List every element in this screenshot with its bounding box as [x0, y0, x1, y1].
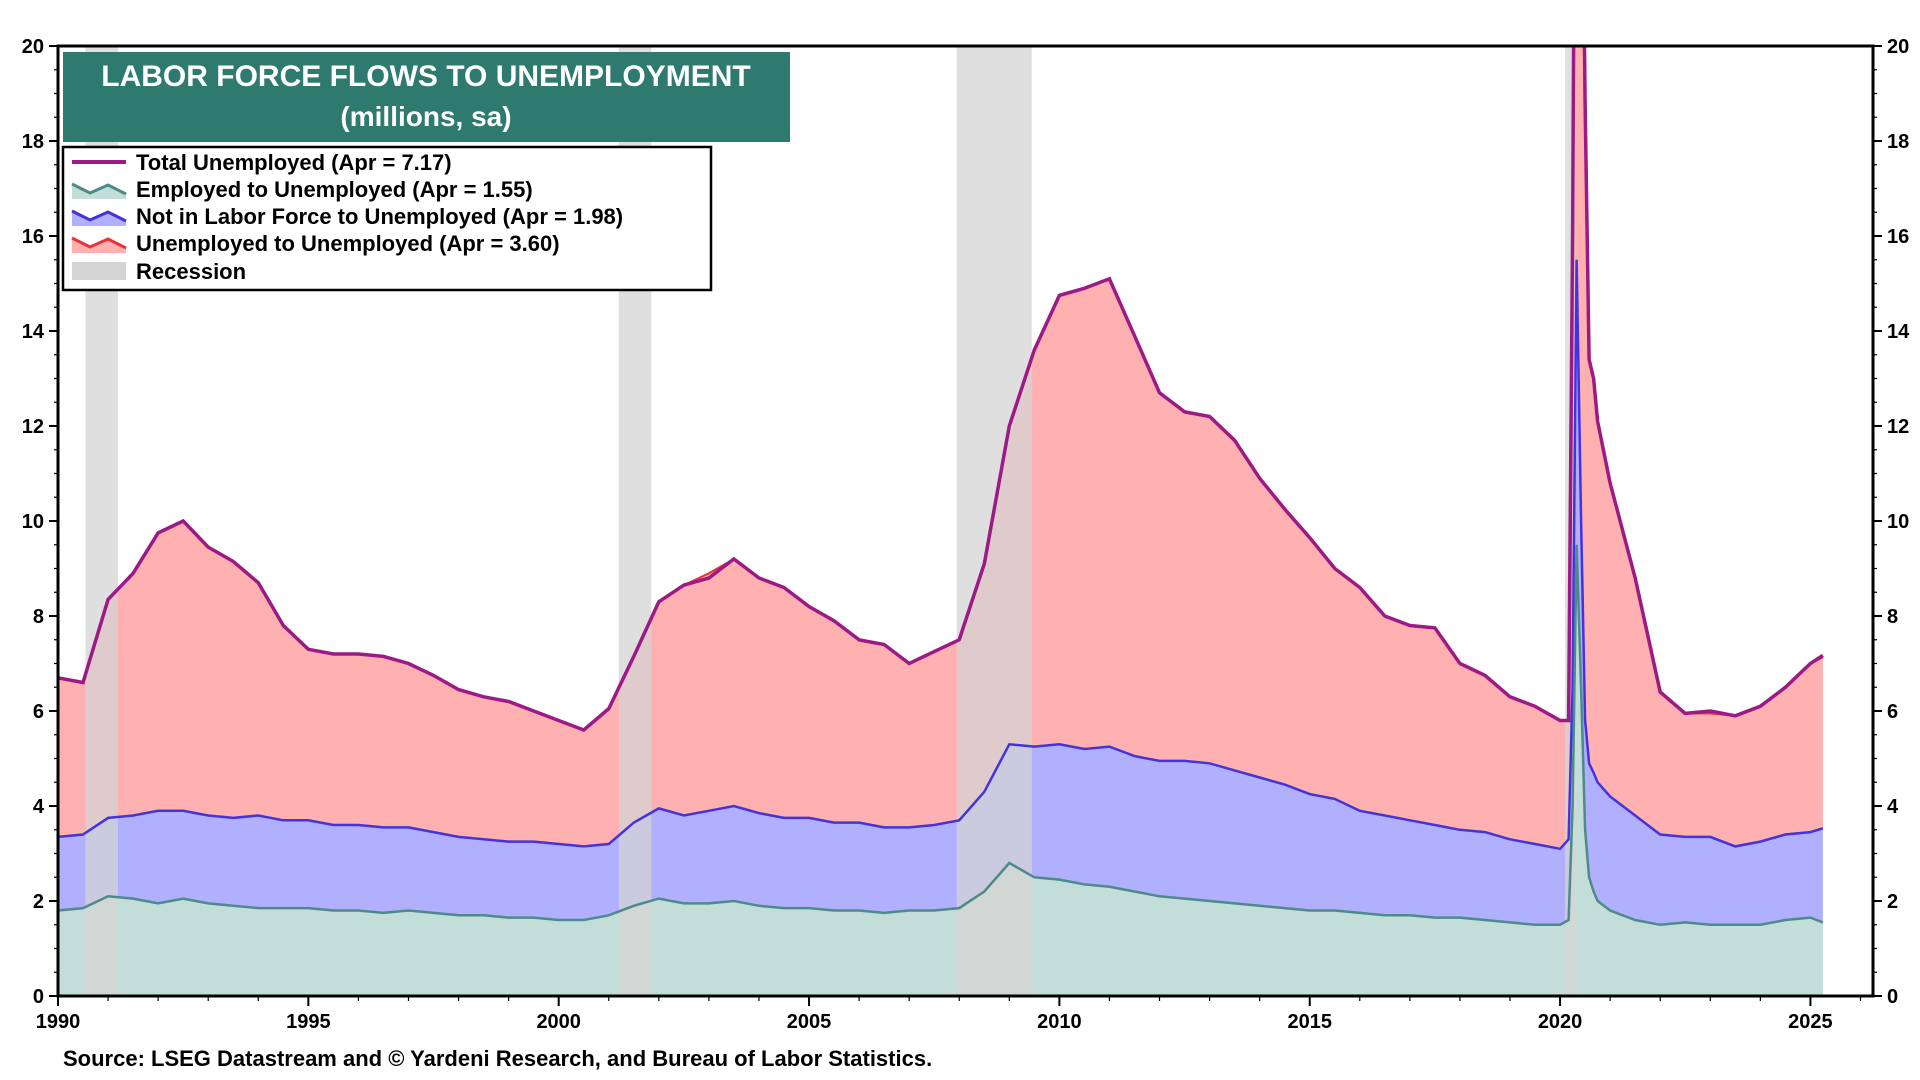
y-tick-label-right: 4 — [1887, 796, 1899, 818]
legend-swatch-recession — [72, 262, 126, 280]
legend-swatch-nilf-line — [71, 209, 127, 223]
y-tick-label-left: 2 — [33, 891, 44, 913]
line-not-in-labor-force — [58, 259, 1824, 851]
legend-label-nilf: Not in Labor Force to Unemployed (Apr = … — [136, 204, 623, 229]
chart-subtitle: (millions, sa) — [340, 101, 511, 132]
y-tick-label-right: 6 — [1887, 701, 1898, 723]
y-tick-label-left: 10 — [22, 511, 44, 533]
area-not-in-labor-force — [58, 259, 1823, 925]
y-tick-label-left: 20 — [22, 36, 44, 58]
y-tick-label-right: 20 — [1887, 36, 1909, 58]
y-tick-label-left: 18 — [22, 131, 44, 153]
legend-swatch-unemployed-line — [71, 236, 127, 250]
legend-label-employed: Employed to Unemployed (Apr = 1.55) — [136, 177, 533, 202]
x-tick-label: 2005 — [787, 1011, 832, 1033]
legend-label-total: Total Unemployed (Apr = 7.17) — [136, 150, 452, 175]
x-tick-label: 2025 — [1788, 1011, 1833, 1033]
y-tick-label-left: 0 — [33, 986, 44, 1008]
y-tick-label-left: 8 — [33, 606, 44, 628]
y-tick-label-right: 12 — [1887, 416, 1909, 438]
title-background — [63, 52, 790, 142]
legend: Total Unemployed (Apr = 7.17) Employed t… — [61, 145, 713, 292]
area-employed-to-unemployed — [58, 544, 1823, 996]
y-tick-label-left: 14 — [22, 321, 45, 343]
y-tick-label-left: 4 — [33, 796, 45, 818]
legend-label-unemployed: Unemployed to Unemployed (Apr = 3.60) — [136, 231, 560, 256]
x-tick-label: 2020 — [1538, 1011, 1583, 1033]
y-tick-label-left: 6 — [33, 701, 44, 723]
y-tick-label-right: 10 — [1887, 511, 1909, 533]
y-tick-label-right: 16 — [1887, 226, 1909, 248]
x-tick-label: 2000 — [536, 1011, 581, 1033]
y-tick-label-right: 8 — [1887, 606, 1898, 628]
x-tick-label: 1995 — [286, 1011, 331, 1033]
chart-title: LABOR FORCE FLOWS TO UNEMPLOYMENT — [101, 60, 750, 93]
source-note: Source: LSEG Datastream and © Yardeni Re… — [63, 1046, 932, 1071]
plot-area — [58, 46, 1824, 996]
y-tick-label-left: 16 — [22, 226, 44, 248]
y-tick-label-right: 0 — [1887, 986, 1898, 1008]
legend-box — [61, 145, 713, 292]
legend-item-total: Total Unemployed (Apr = 7.17) — [72, 150, 452, 175]
line-total-unemployed — [58, 46, 1824, 733]
legend-item-nilf: Not in Labor Force to Unemployed (Apr = … — [71, 204, 623, 229]
y-tick-label-right: 2 — [1887, 891, 1898, 913]
x-tick-label: 2010 — [1037, 1011, 1082, 1033]
y-tick-label-right: 14 — [1887, 321, 1910, 343]
legend-item-unemployed: Unemployed to Unemployed (Apr = 3.60) — [71, 231, 560, 256]
legend-label-recession: Recession — [136, 259, 246, 284]
title-box: LABOR FORCE FLOWS TO UNEMPLOYMENT (milli… — [63, 52, 790, 142]
recession-band-3 — [956, 46, 1032, 996]
x-tick-label: 1990 — [36, 1011, 81, 1033]
y-tick-label-right: 18 — [1887, 131, 1909, 153]
x-tick-label: 2015 — [1287, 1011, 1332, 1033]
legend-swatch-employed-line — [71, 182, 127, 196]
legend-item-recession: Recession — [72, 259, 246, 284]
line-employed-to-unemployed — [58, 544, 1824, 927]
y-tick-label-left: 12 — [22, 416, 44, 438]
legend-item-employed: Employed to Unemployed (Apr = 1.55) — [71, 177, 533, 202]
area-unemployed-to-unemployed — [58, 46, 1823, 849]
